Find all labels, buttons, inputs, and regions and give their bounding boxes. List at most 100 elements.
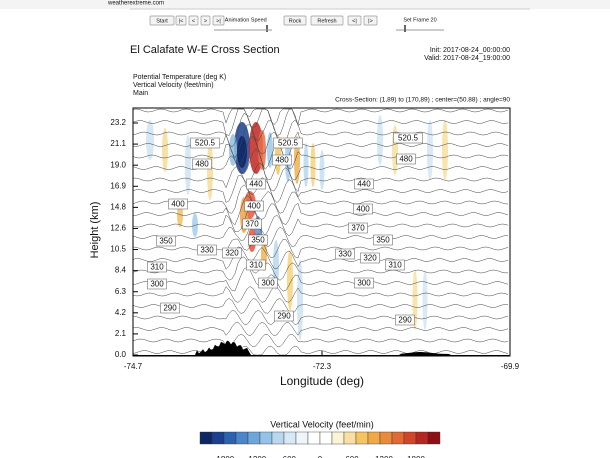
- isentrope: [132, 321, 509, 337]
- address-bar: [0, 0, 610, 9]
- contour-label: 310: [150, 263, 164, 272]
- contour-label-box: [244, 200, 264, 212]
- button-face[interactable]: [363, 15, 378, 26]
- button-face[interactable]: [149, 15, 175, 26]
- colorbar-swatch: [391, 431, 405, 445]
- contour-label: 520.5: [398, 134, 419, 143]
- y-tick-label: 4.2: [115, 308, 127, 317]
- contour-label-box: [273, 137, 303, 149]
- contour-label: 300: [357, 279, 371, 288]
- contour-label-box: [385, 259, 405, 271]
- isentrope: [132, 256, 509, 281]
- button-face[interactable]: [175, 15, 187, 26]
- speed-label: Set Animation Speed: [215, 17, 266, 23]
- contour-label-box: [190, 137, 220, 149]
- contour-label-box: [156, 235, 176, 247]
- contour-label-box: [160, 302, 180, 314]
- colorbar-swatch: [223, 431, 237, 445]
- contour-label-box: [274, 310, 294, 322]
- colorbar-tick-label: 0: [318, 455, 323, 458]
- y-axis-label: Height (km): [89, 202, 101, 259]
- button-face[interactable]: [310, 15, 344, 26]
- button-label[interactable]: Start: [156, 18, 168, 24]
- velocity-shading: [427, 120, 433, 180]
- button-face[interactable]: [200, 15, 211, 26]
- button-label[interactable]: Refresh: [317, 18, 336, 24]
- contour-label: 310: [249, 261, 263, 270]
- button[interactable]: <: [188, 15, 199, 26]
- y-tick-label: 12.6: [110, 224, 126, 233]
- contour-label-box: [354, 277, 374, 289]
- isentrope: [132, 286, 509, 303]
- isentrope: [132, 108, 509, 126]
- contour-label-box: [246, 178, 266, 190]
- velocity-shading: [162, 128, 168, 172]
- button-face[interactable]: [212, 15, 225, 26]
- button[interactable]: |<: [175, 15, 187, 26]
- colorbar-swatch: [367, 431, 381, 445]
- isentrope: [132, 184, 509, 214]
- contour-label-box: [396, 153, 416, 165]
- contour-label: 330: [200, 246, 214, 255]
- button-label[interactable]: |<: [179, 18, 184, 24]
- button-label[interactable]: >: [204, 18, 207, 24]
- colorbar-swatch: [235, 431, 249, 445]
- velocity-shading: [377, 115, 383, 165]
- contour-label: 480: [399, 155, 413, 164]
- contour-label-box: [192, 158, 212, 170]
- button[interactable]: >|: [212, 15, 225, 26]
- frame-slider[interactable]: [404, 25, 406, 32]
- isentrope: [132, 174, 509, 203]
- contour-label: 310: [388, 261, 402, 270]
- speed-slider[interactable]: [266, 25, 268, 32]
- colorbar-tick-label: -1200: [246, 455, 267, 458]
- button-face[interactable]: [188, 15, 199, 26]
- contour-label: 400: [171, 200, 185, 209]
- button[interactable]: Rock: [283, 15, 307, 26]
- button-face[interactable]: [347, 15, 362, 26]
- button-face[interactable]: [283, 15, 307, 26]
- button-label[interactable]: <|: [352, 18, 357, 24]
- button[interactable]: |>: [363, 15, 378, 26]
- colorbar-swatch: [199, 431, 213, 445]
- init-time: Init: 2017-08-24_00:00:00: [430, 47, 510, 54]
- colorbar-tick-label: 600: [345, 455, 359, 458]
- y-tick-label: 14.8: [110, 202, 126, 211]
- url[interactable]: weatherextreme.com: [107, 1, 164, 7]
- x-tick-label: -69.9: [501, 362, 520, 371]
- button[interactable]: >: [200, 15, 211, 26]
- contour-label-box: [354, 178, 374, 190]
- colorbar-tick-label: 1800: [407, 455, 425, 458]
- velocity-shading: [287, 250, 293, 310]
- terrain: [133, 340, 510, 356]
- isentrope: [132, 220, 508, 248]
- colorbar-swatch: [295, 431, 309, 445]
- velocity-shading: [297, 260, 303, 340]
- button-label[interactable]: >|: [216, 18, 221, 24]
- contour-label: 370: [351, 224, 365, 233]
- contour-label: 330: [338, 250, 352, 259]
- contour-label: 370: [245, 220, 259, 229]
- isentrope: [132, 108, 509, 136]
- button[interactable]: <|: [347, 15, 362, 26]
- button-label[interactable]: |>: [368, 18, 373, 24]
- contour-label: 480: [275, 156, 289, 165]
- velocity-shading: [442, 120, 448, 180]
- button[interactable]: Start: [149, 15, 175, 26]
- isentrope: [132, 333, 509, 348]
- colorbar-tick-label: -1800: [214, 455, 235, 458]
- contour-label: 300: [261, 279, 275, 288]
- isentrope: [132, 310, 509, 325]
- colorbar-swatch: [355, 431, 369, 445]
- y-tick-label: 16.9: [110, 181, 126, 190]
- velocity-shading: [192, 213, 198, 237]
- x-axis-label: Longitude (deg): [280, 374, 364, 388]
- velocity-shading: [422, 270, 428, 330]
- frame-label: Set Frame 20: [403, 17, 436, 23]
- button-label[interactable]: Rock: [289, 18, 302, 24]
- contour-label-box: [168, 198, 188, 210]
- button[interactable]: Refresh: [310, 15, 344, 26]
- button-label[interactable]: <: [192, 18, 195, 24]
